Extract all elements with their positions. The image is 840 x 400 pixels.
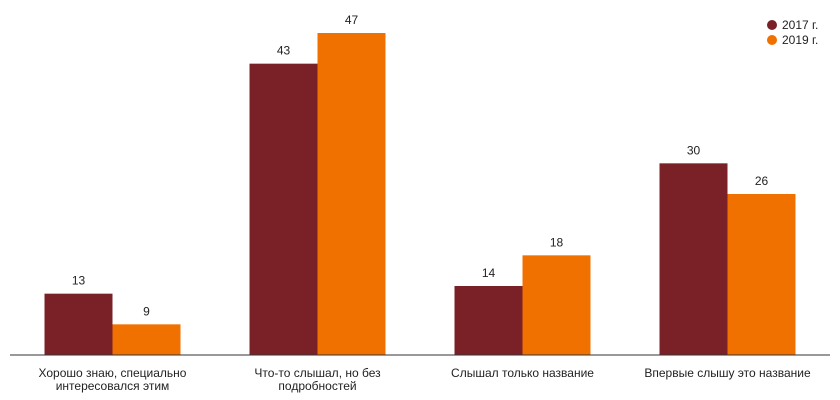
x-tick-label: Впервые слышу это название (644, 366, 811, 380)
value-label: 43 (277, 44, 291, 58)
x-tick-label: Что-то слышал, но без подробностей (254, 366, 381, 393)
value-label: 30 (687, 143, 701, 157)
value-label: 47 (345, 13, 359, 27)
value-label: 14 (482, 266, 496, 280)
x-tick-label: Хорошо знаю, специально интересовался эт… (38, 366, 187, 393)
value-label: 18 (550, 235, 564, 249)
value-label: 9 (143, 304, 150, 318)
legend-swatch (767, 35, 777, 45)
bar (317, 33, 386, 355)
bar (454, 286, 523, 355)
bar (112, 324, 181, 355)
bar (44, 293, 113, 355)
legend-label: 2019 г. (782, 33, 818, 47)
bar (522, 255, 591, 355)
value-label: 13 (72, 274, 86, 288)
legend-label: 2017 г. (782, 18, 818, 32)
bar (249, 63, 318, 356)
value-label: 26 (755, 174, 769, 188)
bar (659, 163, 728, 355)
x-tick-label: Слышал только название (451, 366, 594, 380)
bar (727, 194, 796, 355)
legend-swatch (767, 20, 777, 30)
